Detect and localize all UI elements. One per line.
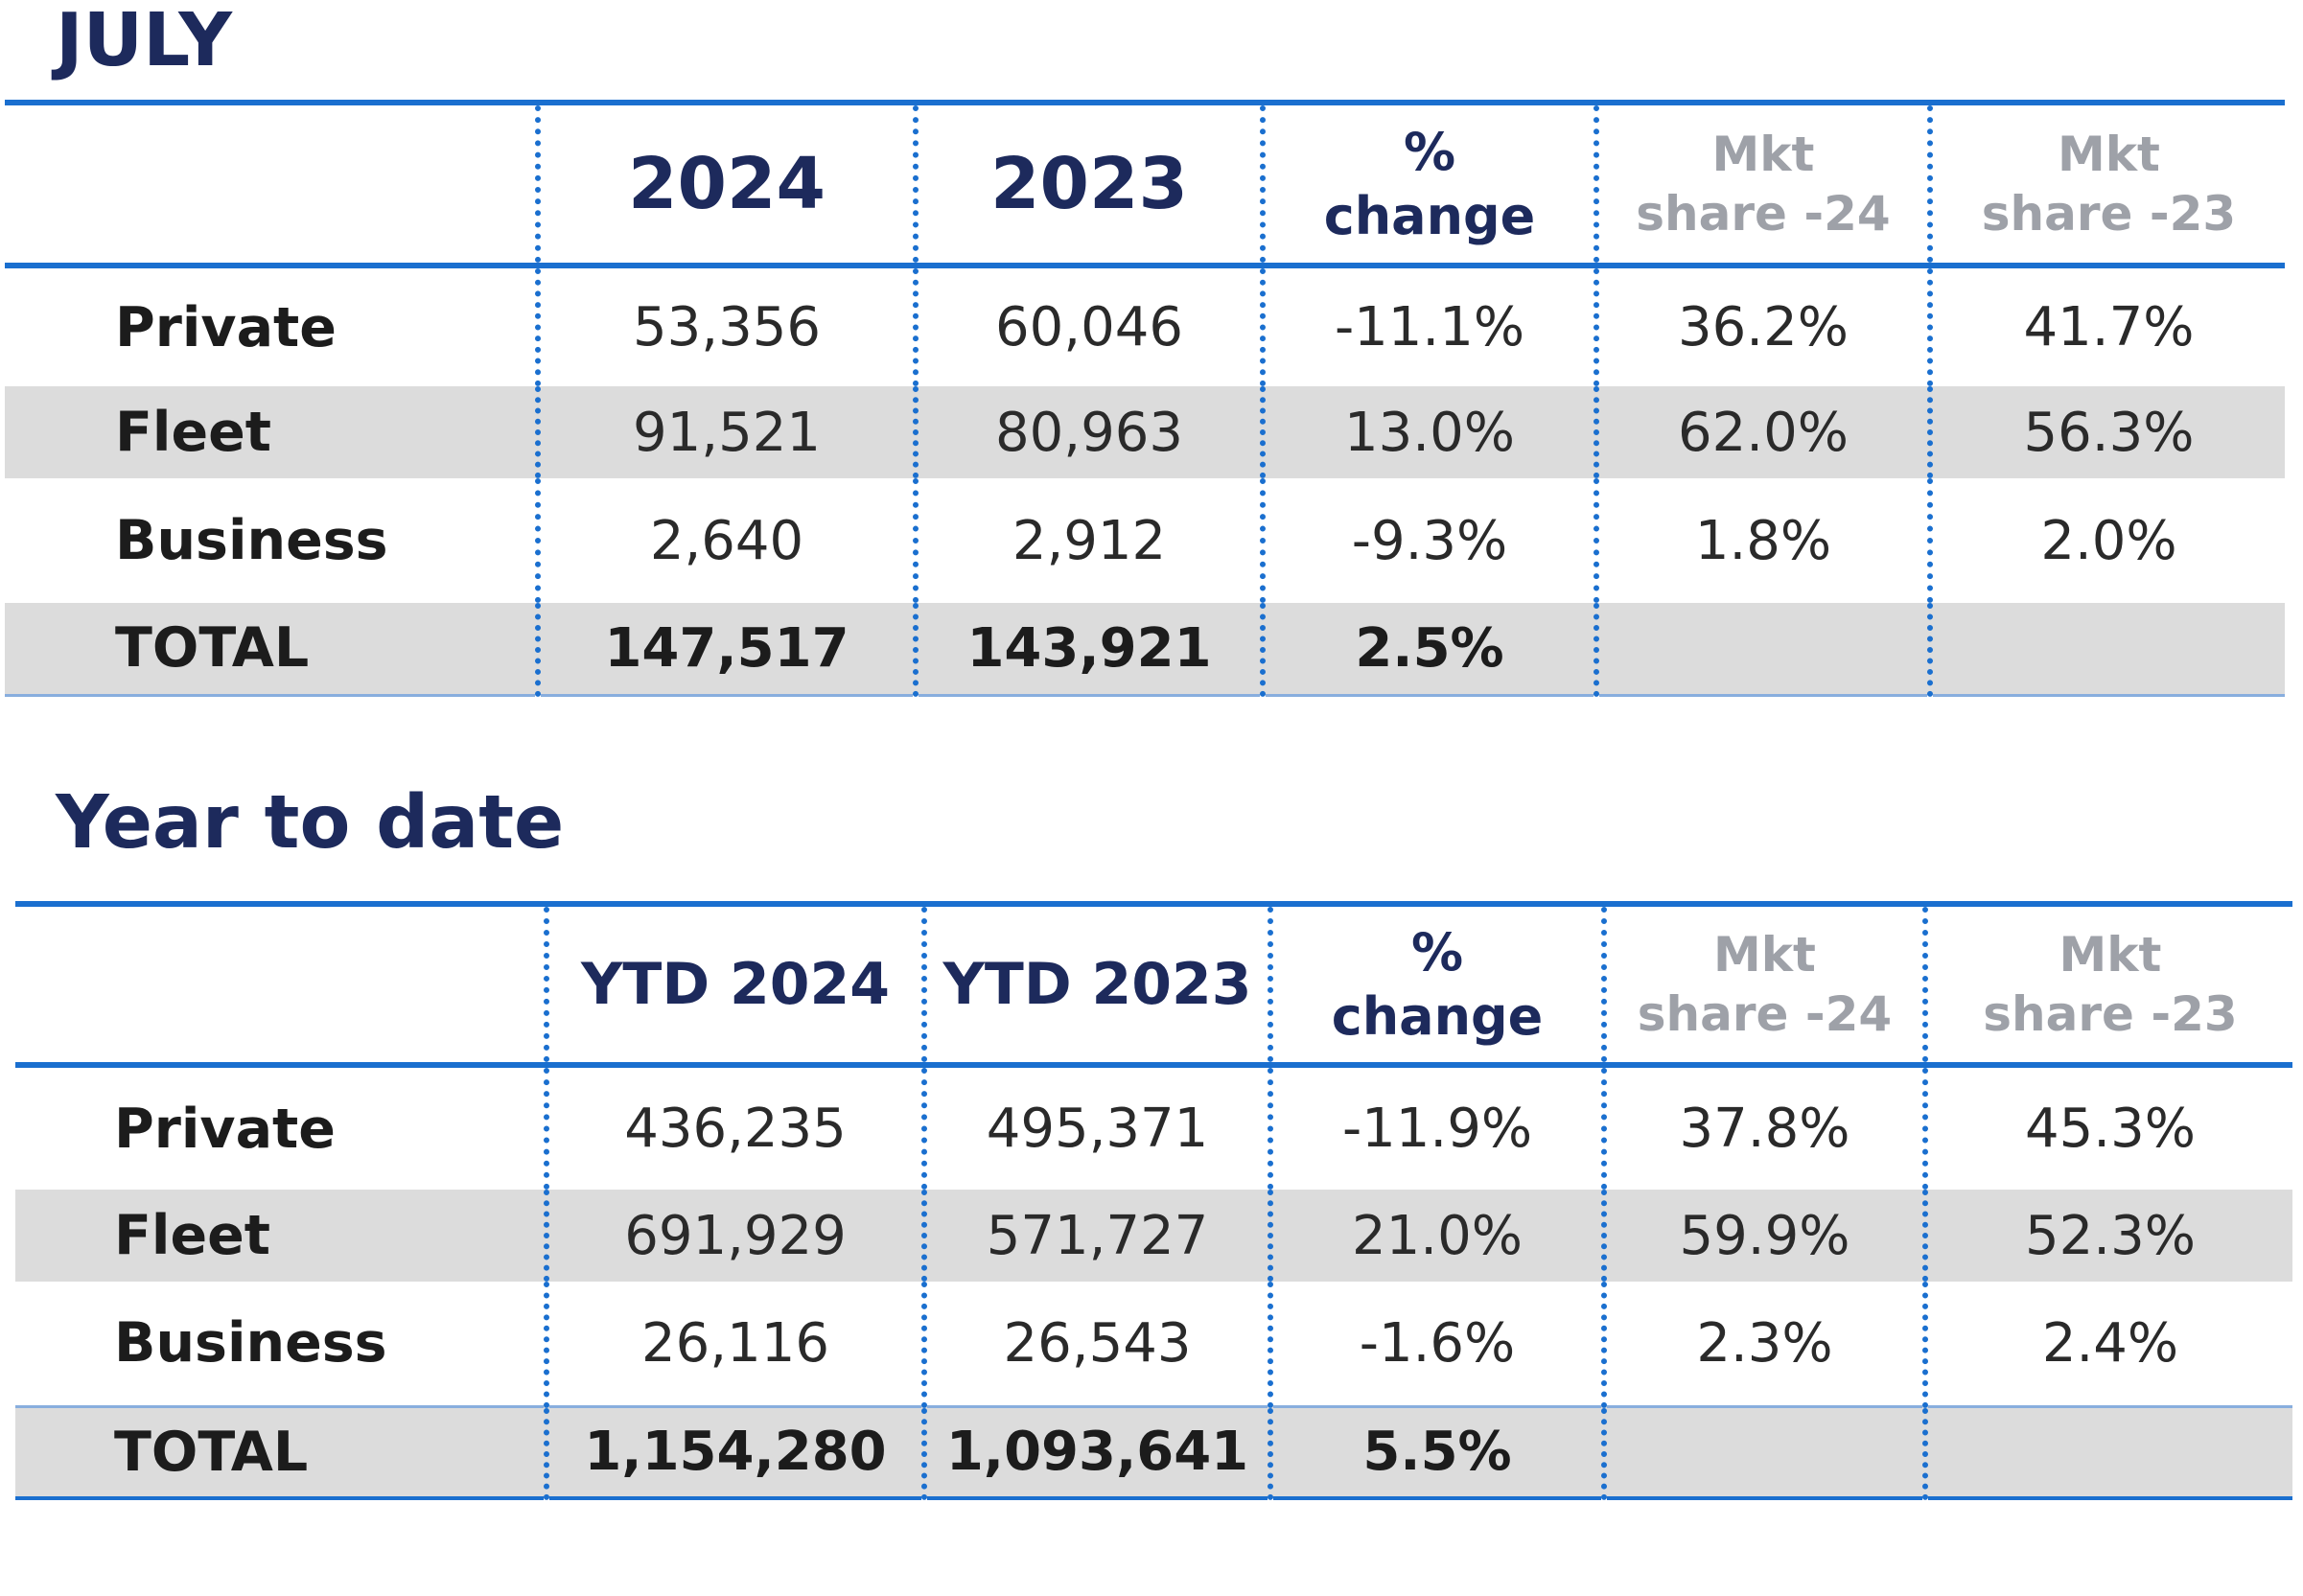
ytd-registrations-table: YTD 2024 YTD 2023 % change Mkt share -24 M… bbox=[15, 901, 2292, 1500]
row-label: Private bbox=[115, 295, 337, 359]
table-row-private: Private 53,356 60,046 -11.1% 36.2% 41.7% bbox=[5, 266, 2285, 386]
cell-2024: 2,640 bbox=[535, 478, 916, 603]
table-row-fleet: Fleet 91,521 80,963 13.0% 62.0% 56.3% bbox=[5, 386, 2285, 478]
header-mkt-share-24: Mkt share -24 bbox=[1601, 901, 1925, 1068]
header-pct-change: % change bbox=[1260, 100, 1596, 268]
cell-pct-change: 5.5% bbox=[1268, 1404, 1604, 1500]
ytd-section-title: Year to date bbox=[56, 780, 565, 866]
cell-ytd-2023: 26,543 bbox=[921, 1282, 1270, 1406]
cell-mkt-share-24: 62.0% bbox=[1593, 386, 1930, 478]
cell-2024: 147,517 bbox=[535, 603, 916, 697]
table-row-total: TOTAL 147,517 143,921 2.5% bbox=[5, 603, 2285, 697]
header-mkt-share-24: Mkt share -24 bbox=[1593, 100, 1930, 268]
cell-mkt-share-24: 1.8% bbox=[1593, 478, 1930, 603]
header-mkt-share-23: Mkt share -23 bbox=[1922, 901, 2292, 1068]
cell-mkt-share-24 bbox=[1593, 603, 1930, 697]
table-row-private: Private 436,235 495,371 -11.9% 37.8% 45.… bbox=[15, 1065, 2292, 1190]
header-empty-cell bbox=[5, 100, 538, 268]
cell-mkt-share-23: 41.7% bbox=[1927, 266, 2285, 386]
header-2024: 2024 bbox=[535, 100, 916, 268]
cell-mkt-share-23 bbox=[1922, 1404, 2292, 1500]
cell-mkt-share-23: 56.3% bbox=[1927, 386, 2285, 478]
cell-ytd-2023: 495,371 bbox=[921, 1065, 1270, 1190]
cell-mkt-share-24: 37.8% bbox=[1601, 1065, 1925, 1190]
table-row-fleet: Fleet 691,929 571,727 21.0% 59.9% 52.3% bbox=[15, 1190, 2292, 1282]
row-label: Business bbox=[115, 509, 388, 572]
cell-mkt-share-24: 59.9% bbox=[1601, 1190, 1925, 1282]
cell-ytd-2024: 1,154,280 bbox=[544, 1404, 924, 1500]
cell-pct-change: 21.0% bbox=[1268, 1190, 1604, 1282]
row-label: Private bbox=[114, 1097, 336, 1161]
table-row-business: Business 2,640 2,912 -9.3% 1.8% 2.0% bbox=[5, 478, 2285, 603]
july-registrations-table: 2024 2023 % change Mkt share -24 Mkt share … bbox=[5, 100, 2285, 697]
row-label: TOTAL bbox=[15, 1404, 547, 1500]
row-label: TOTAL bbox=[5, 603, 538, 697]
cell-ytd-2023: 571,727 bbox=[921, 1190, 1270, 1282]
cell-mkt-share-24: 36.2% bbox=[1593, 266, 1930, 386]
header-ytd-2024: YTD 2024 bbox=[544, 901, 924, 1068]
table-row-business: Business 26,116 26,543 -1.6% 2.3% 2.4% bbox=[15, 1282, 2292, 1406]
header-empty-cell bbox=[15, 901, 547, 1068]
cell-pct-change: -9.3% bbox=[1260, 478, 1596, 603]
cell-pct-change: -11.1% bbox=[1260, 266, 1596, 386]
july-section-title: JULY bbox=[56, 0, 233, 83]
cell-ytd-2024: 691,929 bbox=[544, 1190, 924, 1282]
cell-2023: 80,963 bbox=[913, 386, 1263, 478]
cell-ytd-2024: 436,235 bbox=[544, 1065, 924, 1190]
cell-2023: 143,921 bbox=[913, 603, 1263, 697]
header-mkt-share-23: Mkt share -23 bbox=[1927, 100, 2285, 268]
cell-mkt-share-23: 52.3% bbox=[1922, 1190, 2292, 1282]
cell-pct-change: 13.0% bbox=[1260, 386, 1596, 478]
cell-2024: 53,356 bbox=[535, 266, 916, 386]
cell-mkt-share-23: 2.4% bbox=[1922, 1282, 2292, 1406]
header-ytd-2023: YTD 2023 bbox=[921, 901, 1270, 1068]
cell-2023: 2,912 bbox=[913, 478, 1263, 603]
header-pct-change: % change bbox=[1268, 901, 1604, 1068]
cell-ytd-2024: 26,116 bbox=[544, 1282, 924, 1406]
cell-2023: 60,046 bbox=[913, 266, 1263, 386]
cell-2024: 91,521 bbox=[535, 386, 916, 478]
cell-mkt-share-24: 2.3% bbox=[1601, 1282, 1925, 1406]
cell-pct-change: 2.5% bbox=[1260, 603, 1596, 697]
row-label: Fleet bbox=[5, 386, 538, 478]
table-header-row: YTD 2024 YTD 2023 % change Mkt share -24 M… bbox=[15, 901, 2292, 1068]
cell-pct-change: -1.6% bbox=[1268, 1282, 1604, 1406]
row-label: Fleet bbox=[15, 1190, 547, 1282]
table-header-row: 2024 2023 % change Mkt share -24 Mkt share … bbox=[5, 100, 2285, 268]
cell-ytd-2023: 1,093,641 bbox=[921, 1404, 1270, 1500]
cell-pct-change: -11.9% bbox=[1268, 1065, 1604, 1190]
header-2023: 2023 bbox=[913, 100, 1263, 268]
cell-mkt-share-24 bbox=[1601, 1404, 1925, 1500]
cell-mkt-share-23 bbox=[1927, 603, 2285, 697]
table-row-total: TOTAL 1,154,280 1,093,641 5.5% bbox=[15, 1404, 2292, 1500]
cell-mkt-share-23: 2.0% bbox=[1927, 478, 2285, 603]
row-label: Business bbox=[114, 1311, 387, 1376]
cell-mkt-share-23: 45.3% bbox=[1922, 1065, 2292, 1190]
